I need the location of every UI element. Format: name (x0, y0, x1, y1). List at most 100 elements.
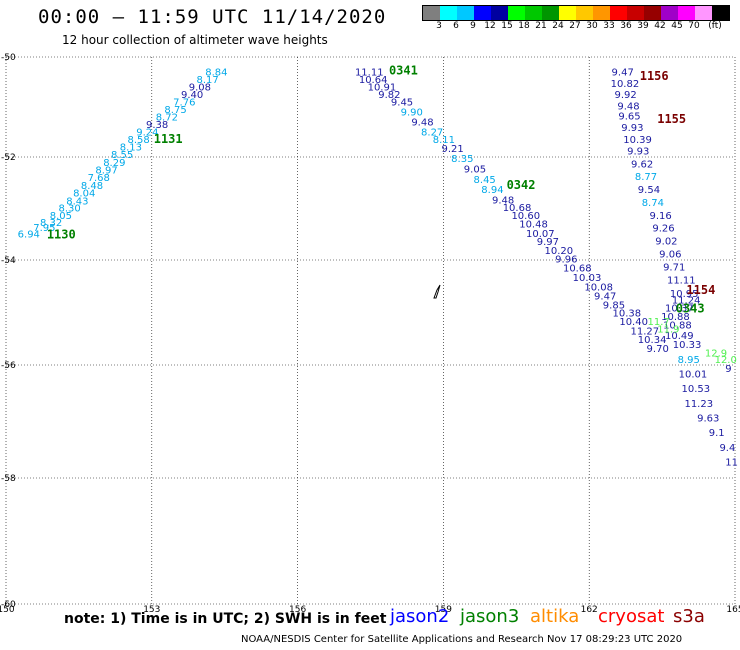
wave-height-value: 7.76 (173, 98, 195, 109)
legend-label: 24 (552, 21, 564, 31)
legend-swatch (525, 6, 542, 20)
wave-height-value: 11 (725, 458, 738, 469)
wave-height-value: 8.13 (120, 143, 142, 154)
wave-height-value: 9.65 (618, 112, 640, 123)
legend-label: 27 (569, 21, 581, 31)
x-tick-label: 162 (581, 605, 598, 615)
legend-swatch (559, 6, 576, 20)
title: 00:00 – 11:59 UTC 11/14/2020 (38, 6, 387, 28)
wave-height-value: 9.93 (621, 123, 643, 134)
subtitle: 12 hour collection of altimeter wave hei… (62, 33, 328, 47)
wave-height-value: 9.96 (555, 255, 577, 266)
wave-height-value: 10.37 (665, 303, 694, 314)
wave-height-value: 10.64 (359, 75, 388, 86)
wave-height-value: 8.58 (128, 135, 150, 146)
x-tick-label: 159 (435, 605, 452, 615)
wave-height-value: 11.23 (684, 399, 713, 410)
legend-label: 18 (518, 21, 530, 31)
wave-height-value: 9.47 (612, 68, 634, 79)
wave-height-value: 9.24 (136, 128, 158, 139)
pass-time-label: 1155 (657, 112, 686, 126)
legend-label: 42 (654, 21, 666, 31)
wave-height-value: 10.88 (661, 312, 690, 323)
x-tick-label: 150 (0, 605, 15, 615)
wave-height-value: 8.30 (58, 204, 80, 215)
pass-time-label: 0343 (676, 302, 705, 316)
wave-height-value: 9.47 (594, 291, 616, 302)
wave-height-value: 9.08 (189, 83, 211, 94)
wave-height-value: 10.07 (526, 229, 555, 240)
wave-height-value: 9.38 (146, 120, 168, 131)
wave-height-value: 8.35 (451, 154, 473, 165)
legend-label: 39 (637, 21, 649, 31)
legend-label: 36 (620, 21, 632, 31)
wave-height-value: 8.77 (635, 172, 657, 183)
legend-swatch (542, 6, 559, 20)
wave-height-value: 9.48 (617, 102, 639, 113)
wave-height-value: 9.05 (464, 164, 486, 175)
wave-height-value: 9.26 (652, 224, 674, 235)
wave-height-value: 9.02 (655, 237, 677, 248)
wave-height-value: 8.72 (156, 113, 178, 124)
wave-height-value: 8.94 (481, 185, 503, 196)
wave-height-value: 9.16 (649, 211, 671, 222)
legend-label: 15 (501, 21, 513, 31)
wave-height-value: 10.39 (623, 135, 652, 146)
map-grid (5, 56, 736, 605)
legend-swatch (440, 6, 457, 20)
legend-swatch (678, 6, 695, 20)
sat-legend-jason3: jason3 (460, 606, 520, 627)
pass-time-label: 1130 (47, 227, 76, 241)
wave-height-value: 12.0 (715, 355, 737, 366)
legend-swatch (474, 6, 491, 20)
wave-height-value: 9.93 (627, 147, 649, 158)
wave-height-value: 7.95 (33, 223, 55, 234)
wave-height-value: 9.40 (181, 90, 203, 101)
wave-height-value: 8.95 (678, 355, 700, 366)
wave-height-value: 10.49 (665, 331, 694, 342)
x-tick-label: 165 (726, 605, 740, 615)
sat-legend-cryosat: cryosat (598, 606, 665, 627)
wave-height-value: 10.95 (670, 289, 699, 300)
wave-height-value: 9.06 (659, 249, 681, 260)
wave-height-value: 10.68 (503, 203, 532, 214)
legend-label: 6 (453, 21, 459, 31)
wave-height-value: 8.04 (73, 189, 95, 200)
x-tick-label: 156 (289, 605, 306, 615)
wave-height-value: 8.48 (81, 181, 103, 192)
wave-height-value: 11.11 (355, 68, 384, 79)
wave-height-value: 9.1 (709, 428, 725, 439)
note: note: 1) Time is in UTC; 2) SWH is in fe… (64, 611, 387, 627)
wave-height-value: 8.11 (433, 135, 455, 146)
wave-height-value: 10.68 (563, 264, 592, 275)
wave-height-value: 11.24 (672, 296, 701, 307)
color-legend (422, 5, 730, 21)
wave-height-value: 9 (725, 364, 731, 375)
legend-swatch (423, 6, 440, 20)
wave-height-value: 9.48 (492, 195, 514, 206)
y-tick-label: -60 (1, 600, 16, 610)
wave-height-value: 9.70 (647, 344, 669, 355)
y-tick-label: -52 (1, 153, 16, 163)
sat-legend-altika: altika (530, 606, 580, 627)
pass-time-label: 0341 (389, 64, 418, 78)
legend-swatch (627, 6, 644, 20)
wave-height-value: 7.68 (88, 173, 110, 184)
y-tick-label: -50 (1, 53, 16, 63)
pass-times: 1130 1131 0341 0342 0343 1156 1155 1154 (47, 64, 715, 316)
wave-height-value: 8.97 (95, 165, 117, 176)
legend-label: 70 (688, 21, 700, 31)
legend-label: 33 (603, 21, 615, 31)
wave-height-value: 9.21 (441, 144, 463, 155)
wave-height-value: 9.63 (697, 414, 719, 425)
wave-height-value: 11.11 (667, 276, 696, 287)
wave-height-value: 6.94 (18, 229, 40, 240)
wave-height-value: 8.27 (421, 128, 443, 139)
wave-height-value: 11.7 (648, 317, 670, 328)
wave-height-value: 11.27 (631, 327, 660, 338)
wave-height-value: 8.74 (642, 198, 664, 209)
legend-swatch (695, 6, 712, 20)
sat-legend-s3a: s3a (673, 606, 705, 627)
